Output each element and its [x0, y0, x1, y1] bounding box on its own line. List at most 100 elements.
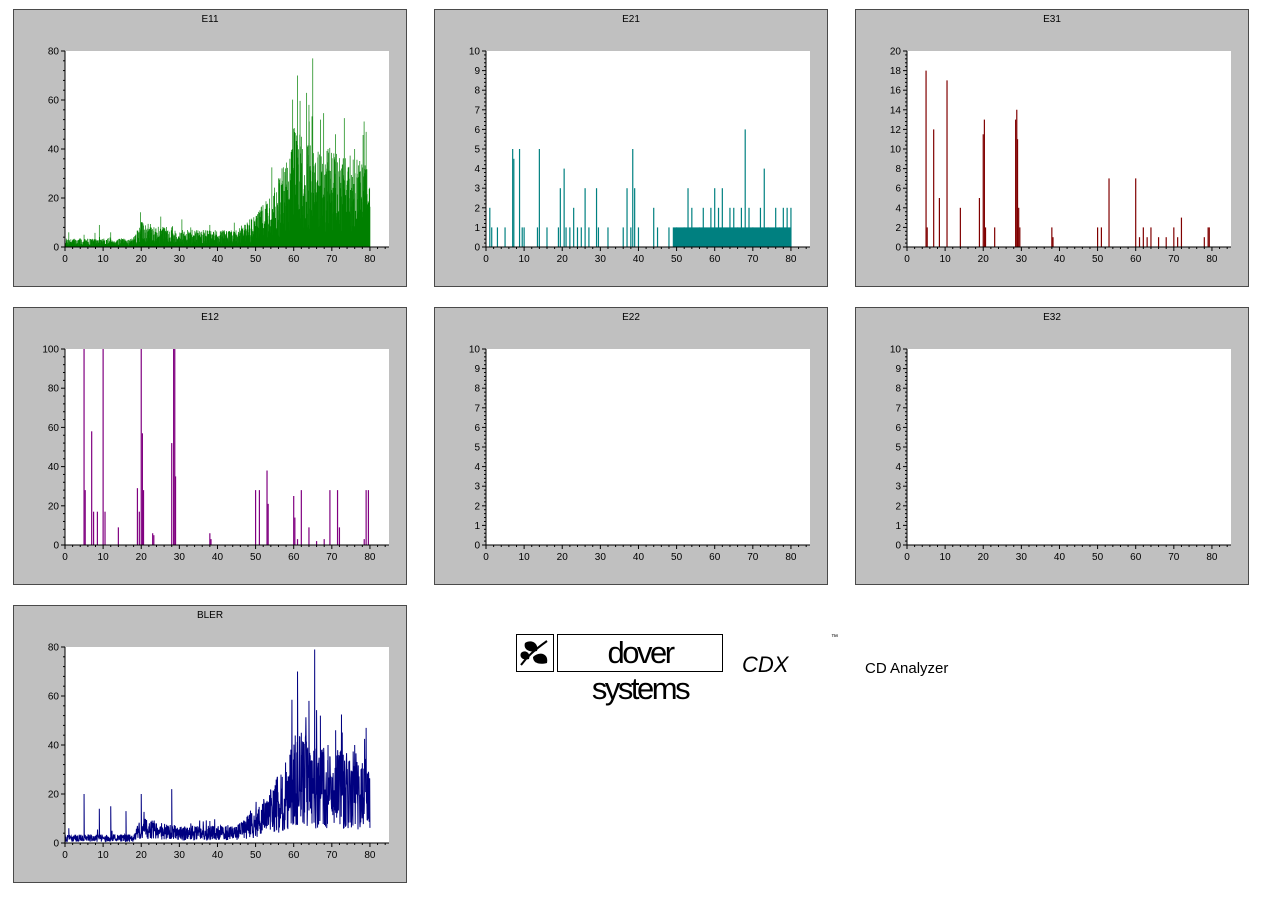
y-tick-label: 1	[895, 521, 901, 532]
x-tick-label: 40	[212, 254, 224, 265]
y-tick-label: 1	[474, 521, 480, 532]
plot-area	[65, 349, 389, 545]
product-subtitle: CD Analyzer	[865, 660, 949, 677]
plot-area	[65, 647, 389, 843]
chart-panel-e22: E22 0 1 2 3 4 5 6 7 8 9 10 0 10 20 30 40 50 60 70 80	[434, 307, 828, 585]
x-tick-label: 40	[212, 552, 224, 563]
chart-title: E12	[201, 312, 219, 323]
x-tick-label: 0	[62, 254, 68, 265]
y-tick-label: 10	[890, 145, 902, 156]
x-tick-label: 30	[595, 552, 607, 563]
y-tick-label: 18	[890, 66, 902, 77]
x-tick-label: 10	[519, 254, 531, 265]
y-tick-label: 5	[895, 443, 901, 454]
chart-svg: 0 1 2 3 4 5 6 7 8 9 10 0 10 20 30 40 50 60 70 80	[469, 47, 810, 265]
x-tick-label: 20	[978, 254, 990, 265]
chart-title: E11	[201, 14, 219, 25]
x-tick-label: 0	[62, 850, 68, 861]
x-tick-label: 80	[364, 850, 376, 861]
chart-svg: 0 20 40 60 80 0 10 20 30 40 50 60 70 80	[48, 643, 389, 861]
y-tick-label: 8	[895, 164, 901, 175]
y-tick-label: 60	[48, 692, 60, 703]
x-tick-label: 40	[212, 850, 224, 861]
x-tick-label: 50	[671, 552, 683, 563]
y-tick-label: 40	[48, 741, 60, 752]
chart-panel-e31: E31 0 2 4 6 8 10 12 14 16 18 20 0 10 20 30 40 50 60 70 80	[855, 9, 1249, 287]
y-tick-label: 80	[48, 643, 60, 654]
y-tick-label: 20	[48, 194, 60, 205]
y-tick-label: 100	[42, 345, 59, 356]
x-tick-label: 10	[98, 254, 110, 265]
chart-panel-bler: BLER 0 20 40 60 80 0 10 20 30 40 50 60 70 80	[13, 605, 407, 883]
y-tick-label: 5	[474, 145, 480, 156]
x-tick-label: 50	[250, 850, 262, 861]
y-tick-label: 5	[474, 443, 480, 454]
x-tick-label: 60	[1130, 552, 1142, 563]
x-tick-label: 80	[785, 254, 797, 265]
y-tick-label: 4	[895, 203, 901, 214]
y-tick-label: 8	[474, 384, 480, 395]
y-tick-label: 60	[48, 96, 60, 107]
x-tick-label: 40	[633, 254, 645, 265]
x-tick-label: 0	[483, 254, 489, 265]
x-tick-label: 20	[557, 552, 569, 563]
y-tick-label: 80	[48, 47, 60, 58]
x-tick-label: 0	[62, 552, 68, 563]
y-tick-label: 40	[48, 462, 60, 473]
x-tick-label: 10	[940, 552, 952, 563]
y-tick-label: 2	[895, 501, 901, 512]
y-tick-label: 10	[469, 345, 481, 356]
data-series	[83, 349, 370, 545]
x-tick-label: 10	[519, 552, 531, 563]
plot-area	[486, 349, 810, 545]
dover-systems-logo: dover systems CDX ™ CD Analyzer	[516, 634, 956, 706]
y-tick-label: 10	[469, 47, 481, 58]
y-tick-label: 8	[895, 384, 901, 395]
y-tick-label: 6	[895, 184, 901, 195]
chart-title: E22	[622, 312, 640, 323]
y-tick-label: 0	[895, 243, 901, 254]
chart-svg: 0 1 2 3 4 5 6 7 8 9 10 0 10 20 30 40 50 60 70 80	[890, 345, 1231, 563]
y-tick-label: 9	[474, 66, 480, 77]
x-tick-label: 30	[174, 552, 186, 563]
x-tick-label: 70	[326, 552, 338, 563]
x-tick-label: 80	[1206, 254, 1218, 265]
y-tick-label: 20	[48, 501, 60, 512]
y-tick-label: 2	[895, 223, 901, 234]
x-tick-label: 70	[326, 850, 338, 861]
y-tick-label: 0	[53, 243, 59, 254]
y-tick-label: 20	[48, 790, 60, 801]
y-tick-label: 9	[474, 364, 480, 375]
x-tick-label: 50	[1092, 254, 1104, 265]
data-band	[672, 227, 791, 247]
y-tick-label: 7	[895, 403, 901, 414]
y-tick-label: 7	[474, 403, 480, 414]
x-tick-label: 40	[1054, 254, 1066, 265]
x-tick-label: 20	[136, 850, 148, 861]
y-tick-label: 4	[474, 164, 480, 175]
y-tick-label: 4	[895, 462, 901, 473]
data-series	[489, 129, 792, 247]
y-tick-label: 0	[53, 541, 59, 552]
chart-title: E32	[1043, 312, 1061, 323]
x-tick-label: 30	[1016, 552, 1028, 563]
y-tick-label: 60	[48, 423, 60, 434]
x-tick-label: 80	[1206, 552, 1218, 563]
x-tick-label: 60	[288, 552, 300, 563]
chart-title: BLER	[196, 610, 224, 621]
y-tick-label: 6	[474, 125, 480, 136]
x-tick-label: 20	[557, 254, 569, 265]
x-tick-label: 70	[747, 254, 759, 265]
y-tick-label: 9	[895, 364, 901, 375]
chart-svg: 0 2 4 6 8 10 12 14 16 18 20 0 10 20 30 40 50 60 70 80	[890, 47, 1231, 265]
x-tick-label: 60	[709, 254, 721, 265]
y-tick-label: 80	[48, 384, 60, 395]
chart-svg: 0 20 40 60 80 0 10 20 30 40 50 60 70 80	[48, 47, 389, 265]
leaf-logo-icon	[516, 634, 554, 672]
x-tick-label: 50	[671, 254, 683, 265]
chart-panel-e12: E12 0 20 40 60 80 100 0 10 20 30 40 50 60 70 80	[13, 307, 407, 585]
y-tick-label: 2	[474, 501, 480, 512]
plot-area	[907, 51, 1231, 247]
y-tick-label: 14	[890, 105, 902, 116]
chart-title: E31	[1043, 14, 1061, 25]
